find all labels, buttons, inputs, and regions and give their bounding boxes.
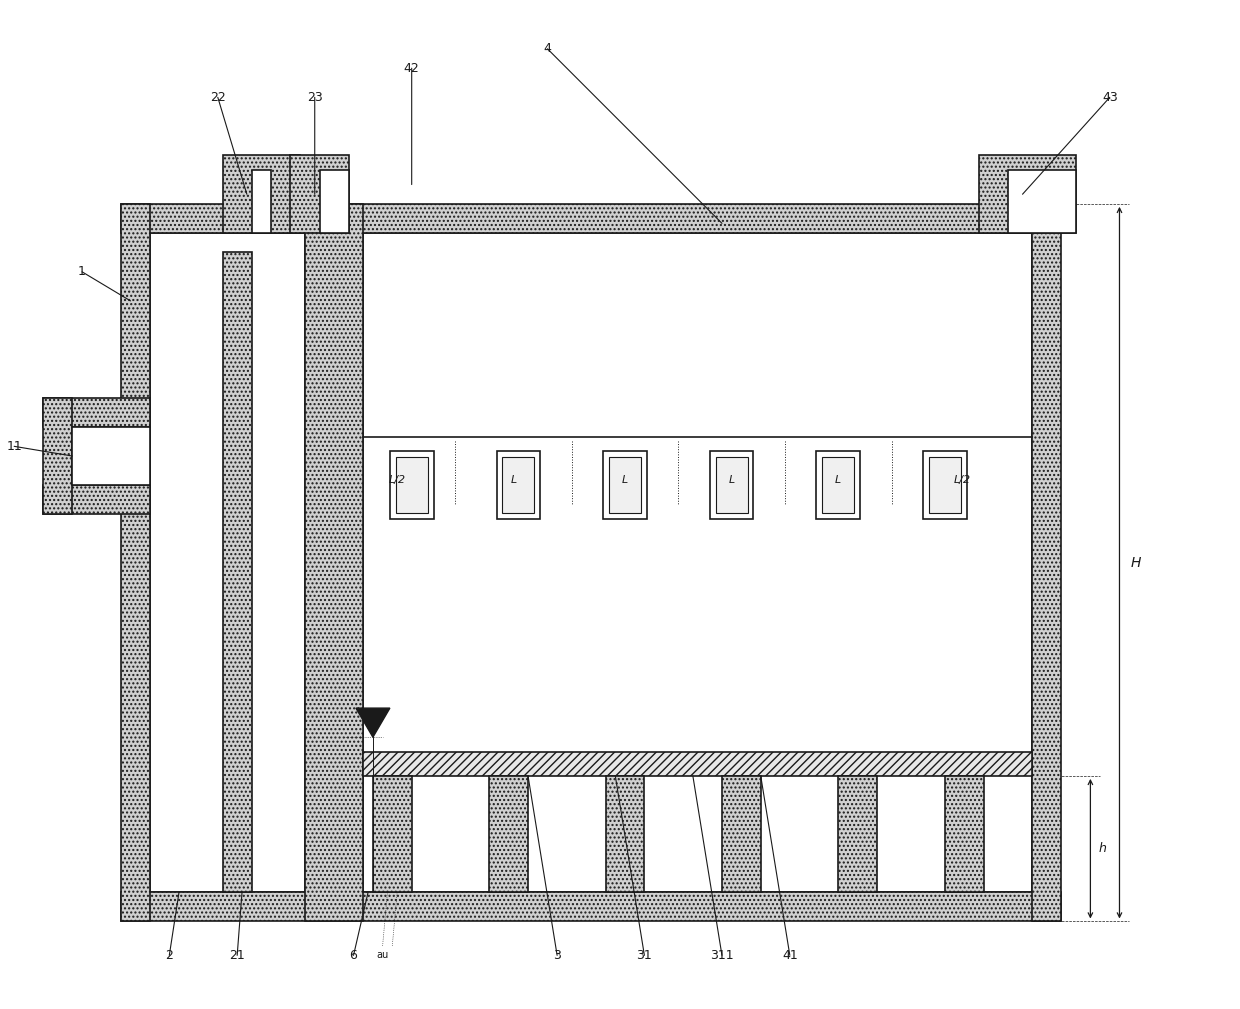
Bar bbox=[363, 233, 1032, 892]
Bar bbox=[603, 451, 647, 519]
Text: L: L bbox=[622, 475, 629, 485]
Bar bbox=[609, 457, 641, 514]
Bar bbox=[223, 155, 300, 233]
Text: h: h bbox=[1099, 843, 1106, 856]
Bar bbox=[1032, 204, 1061, 921]
Bar bbox=[252, 170, 272, 233]
Bar bbox=[502, 457, 534, 514]
Text: 6: 6 bbox=[350, 948, 357, 962]
Bar bbox=[929, 457, 961, 514]
Bar bbox=[72, 427, 150, 485]
Bar bbox=[838, 776, 877, 892]
Bar bbox=[363, 752, 1032, 776]
Bar bbox=[389, 451, 434, 519]
Bar bbox=[722, 776, 761, 892]
Bar bbox=[43, 398, 72, 515]
Polygon shape bbox=[356, 708, 389, 738]
Text: 2: 2 bbox=[165, 948, 174, 962]
Bar bbox=[43, 398, 150, 427]
Bar bbox=[320, 170, 348, 233]
Text: L/2: L/2 bbox=[388, 475, 405, 485]
Text: L: L bbox=[511, 475, 517, 485]
Bar bbox=[290, 155, 348, 233]
Text: H: H bbox=[1131, 556, 1142, 570]
Bar bbox=[396, 457, 428, 514]
Bar bbox=[1008, 170, 1076, 233]
Text: 41: 41 bbox=[782, 948, 797, 962]
Text: 21: 21 bbox=[229, 948, 246, 962]
Bar bbox=[334, 204, 1061, 233]
Text: 22: 22 bbox=[210, 91, 226, 104]
Bar bbox=[923, 451, 967, 519]
Bar bbox=[223, 252, 252, 892]
Text: L: L bbox=[836, 475, 842, 485]
Bar bbox=[605, 776, 645, 892]
Bar bbox=[305, 204, 363, 921]
Bar bbox=[709, 451, 754, 519]
Bar bbox=[978, 155, 1076, 233]
Text: 3: 3 bbox=[553, 948, 560, 962]
Text: L/2: L/2 bbox=[954, 475, 971, 485]
Bar bbox=[43, 485, 150, 515]
Text: 1: 1 bbox=[78, 265, 86, 278]
Text: 4: 4 bbox=[543, 42, 552, 55]
Text: 311: 311 bbox=[711, 948, 734, 962]
Bar bbox=[120, 204, 334, 233]
Text: L: L bbox=[729, 475, 735, 485]
Bar bbox=[945, 776, 983, 892]
Text: 43: 43 bbox=[1102, 91, 1117, 104]
Bar bbox=[490, 776, 528, 892]
Text: au: au bbox=[377, 950, 388, 961]
Bar bbox=[150, 233, 305, 892]
Text: 31: 31 bbox=[636, 948, 652, 962]
Text: 23: 23 bbox=[306, 91, 322, 104]
Bar bbox=[816, 451, 861, 519]
Text: 11: 11 bbox=[6, 440, 22, 453]
Bar bbox=[373, 776, 412, 892]
Bar bbox=[822, 457, 854, 514]
Bar bbox=[120, 204, 150, 921]
Text: 42: 42 bbox=[404, 62, 419, 75]
Bar bbox=[715, 457, 748, 514]
Bar bbox=[120, 892, 1061, 921]
Bar bbox=[496, 451, 541, 519]
